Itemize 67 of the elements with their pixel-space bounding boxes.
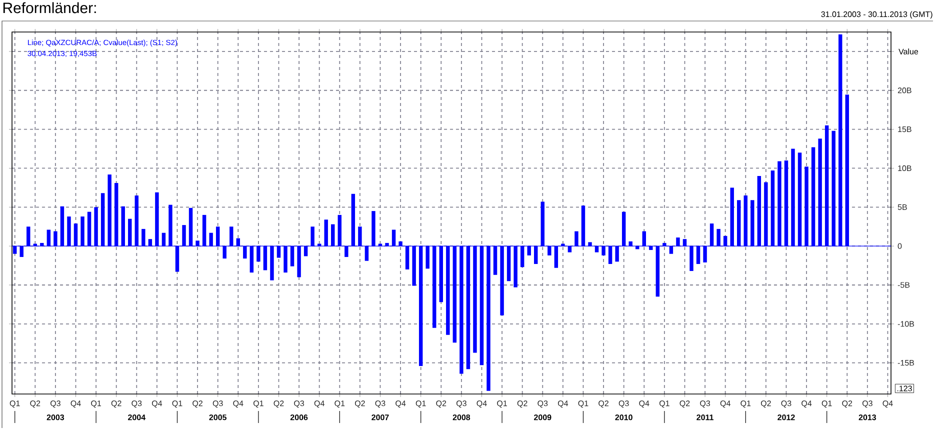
x-tick-label: Q4: [639, 400, 650, 408]
text: 2003: [46, 414, 64, 420]
x-tick-label: Q4: [882, 400, 893, 408]
y-tick-label: 0: [898, 243, 902, 249]
x-tick-label: Q2: [598, 400, 608, 408]
text: 2012: [778, 414, 795, 420]
x-tick-label: Q1: [416, 400, 426, 408]
x-tick-label: Q1: [10, 400, 20, 408]
x-tick-label: Q4: [720, 400, 730, 408]
x-tick-label: Q2: [192, 400, 202, 408]
x-tick-label: Q3: [700, 400, 710, 408]
x-tick-label: Q2: [30, 400, 40, 408]
x-tick-label: Q4: [70, 400, 81, 408]
x-tick-label: Q3: [212, 400, 223, 408]
y-tick-label: -5B: [898, 282, 910, 288]
x-tick-label: Q1: [253, 400, 264, 408]
x-tick-label: Q2: [842, 400, 852, 408]
x-tick-label: Q1: [822, 400, 832, 408]
y-tick-label: -15B: [898, 360, 914, 366]
y-tick-label: -10B: [898, 321, 914, 327]
x-tick-label: Q3: [375, 400, 386, 408]
y-axis-title: Value: [898, 48, 918, 54]
x-tick-label: Q4: [802, 400, 812, 408]
y-tick-label: 20B: [898, 88, 912, 94]
text: 2006: [290, 414, 308, 420]
x-tick-label: Q1: [740, 400, 751, 408]
x-tick-label: Q4: [152, 400, 162, 408]
x-tick-label: Q1: [172, 400, 182, 408]
chart-subtitle: 31.01.2003 - 30.11.2013 (GMT): [821, 11, 932, 19]
y-tick-label: 10B: [898, 165, 912, 172]
text: 2007: [372, 414, 389, 420]
x-tick-label: Q3: [456, 400, 466, 408]
x-tick-label: Q4: [396, 400, 406, 408]
x-tick-label: Q1: [91, 400, 101, 408]
x-tick-label: Q1: [334, 400, 345, 408]
text: 2008: [452, 414, 470, 420]
x-tick-label: Q1: [497, 400, 507, 408]
x-tick-label: Q3: [618, 400, 629, 408]
x-tick-label: Q4: [558, 400, 568, 408]
x-tick-label: Q4: [233, 400, 244, 408]
x-tick-label: Q4: [314, 400, 324, 408]
x-tick-label: Q3: [781, 400, 792, 408]
x-tick-label: Q4: [476, 400, 487, 408]
x-tick-label: Q2: [436, 400, 446, 408]
text: 2004: [128, 414, 146, 420]
x-tick-label: Q3: [132, 400, 142, 408]
text: 2009: [534, 414, 552, 420]
text: 2010: [615, 414, 632, 420]
x-tick-label: Q2: [517, 400, 528, 408]
y-tick-label: 15B: [898, 126, 912, 132]
x-tick-label: Q2: [760, 400, 771, 408]
x-tick-label: Q1: [578, 400, 588, 408]
x-tick-label: Q1: [659, 400, 670, 408]
text: 2011: [696, 414, 714, 420]
text: 2005: [209, 414, 227, 420]
text: .123: [897, 386, 912, 392]
x-tick-label: Q3: [294, 400, 304, 408]
x-tick-label: Q3: [862, 400, 872, 408]
x-tick-label: Q3: [50, 400, 60, 408]
chart-title: Reformländer:: [3, 2, 96, 14]
x-tick-label: Q2: [111, 400, 122, 408]
x-tick-label: Q2: [680, 400, 690, 408]
y-tick-label: 5B: [898, 204, 907, 210]
x-tick-label: Q3: [538, 400, 548, 408]
x-tick-label: Q2: [354, 400, 365, 408]
text: 2013: [858, 414, 876, 420]
x-tick-label: Q2: [274, 400, 284, 408]
